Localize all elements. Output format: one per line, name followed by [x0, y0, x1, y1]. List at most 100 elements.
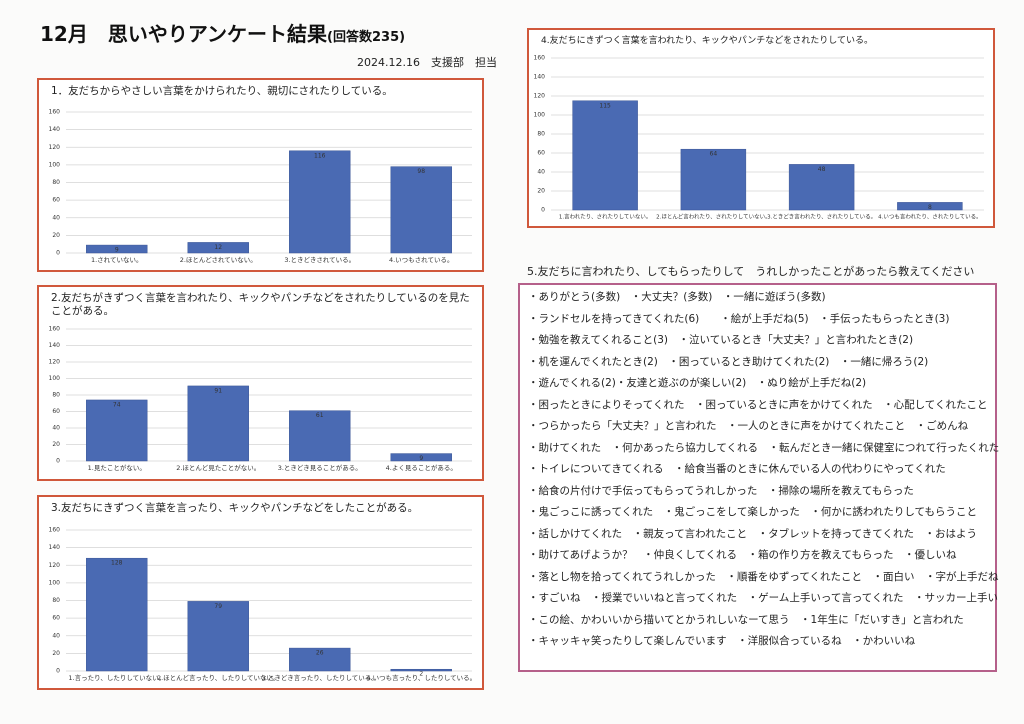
y-tick-label: 20 — [537, 188, 545, 195]
y-tick-label: 100 — [49, 161, 61, 168]
x-tick-label: 2.ほとんど言われたり、されたりしていない。 — [656, 213, 770, 221]
comment-line: ・ランドセルを持ってきてくれた(6) ・絵が上手だね(5) ・手伝ったもらったと… — [528, 312, 950, 325]
y-tick-label: 0 — [56, 250, 60, 257]
y-tick-label: 60 — [52, 197, 60, 204]
x-tick-label: 4.よく見ることがある。 — [386, 463, 457, 472]
comment-line: ・すごいね ・授業でいいねと言ってくれた ・ゲーム上手いって言ってくれた ・サッ… — [528, 592, 998, 604]
x-tick-label: 1.見たことがない。 — [88, 463, 146, 472]
x-tick-label: 2.ほとんど言ったり、したりしていない。 — [157, 673, 280, 682]
x-tick-label: 4.いつもされている。 — [389, 256, 454, 264]
y-tick-label: 40 — [537, 169, 545, 176]
comment-line: ・勉強を教えてくれること(3) ・泣いているとき「大丈夫？」と言われたとき(2) — [528, 334, 914, 346]
chart: 0 20 40 60 80 100 120 140 160 1.言ったり、したりしていない。 128… — [49, 527, 477, 683]
bar — [289, 150, 351, 254]
bar — [390, 166, 452, 254]
bar — [289, 410, 351, 462]
y-tick-label: 20 — [52, 650, 60, 657]
y-tick-label: 60 — [537, 150, 545, 157]
chart: 0 20 40 60 80 100 120 140 160 1.言われたり、されたりしていない。 1… — [534, 55, 984, 221]
y-tick-label: 100 — [534, 112, 546, 119]
bar — [86, 399, 148, 462]
date-line: 2024.12.16 支援部 担当 — [357, 56, 497, 69]
y-tick-label: 160 — [49, 527, 61, 534]
value-label: 61 — [316, 412, 324, 419]
comment-line: ・ありがとう(多数) ・大丈夫？(多数) ・一緒に遊ぼう(多数) — [528, 291, 826, 303]
value-label: 115 — [599, 102, 611, 109]
y-tick-label: 80 — [52, 179, 60, 186]
x-tick-label: 3.ときどきされている。 — [284, 256, 355, 264]
y-tick-label: 120 — [49, 144, 61, 151]
comments-box: ・ありがとう(多数) ・大丈夫？(多数) ・一緒に遊ぼう(多数) ・ランドセルを持… — [518, 283, 999, 672]
x-tick-label: 3.ときどき言われたり、されたりしている。 — [767, 213, 876, 221]
bar — [86, 557, 148, 672]
response-count: (回答数235) — [327, 30, 406, 45]
y-tick-label: 160 — [49, 109, 61, 116]
y-tick-label: 140 — [49, 342, 61, 349]
x-tick-label: 4.いつも言われたり、されたりしている。 — [878, 213, 982, 221]
y-tick-label: 40 — [52, 214, 60, 221]
chart-box: 4.友だちにきずつく言葉を言われたり、キックやパンチなどをされたりしている。 0 2… — [527, 28, 995, 228]
bar — [187, 385, 249, 462]
y-tick-label: 60 — [52, 408, 60, 415]
value-label: 2 — [419, 671, 423, 678]
y-tick-label: 100 — [49, 579, 61, 586]
value-label: 26 — [316, 650, 324, 657]
chart-title: 3.友だちにきずつく言葉を言ったり、キックやパンチなどをしたことがある。 — [51, 502, 419, 514]
x-tick-label: 3.ときどき言ったり、したりしている。 — [262, 673, 378, 682]
value-label: 48 — [818, 166, 826, 173]
y-tick-label: 80 — [52, 392, 60, 399]
y-tick-label: 60 — [52, 615, 60, 622]
y-tick-label: 80 — [52, 597, 60, 604]
chart-title: 1．友だちからやさしい言葉をかけられたり、親切にされたりしている。 — [51, 85, 393, 97]
y-tick-label: 80 — [537, 131, 545, 138]
chart-box: 2.友だちがきずつく言葉を言われたり、キックやパンチなどをされたりしているのを見… — [37, 285, 484, 481]
y-tick-label: 40 — [52, 425, 60, 432]
chart-title: 2.友だちがきずつく言葉を言われたり、キックやパンチなどをされたりしているのを見… — [51, 292, 470, 317]
y-tick-label: 120 — [49, 359, 61, 366]
bar — [187, 242, 249, 254]
chart-box: 3.友だちにきずつく言葉を言ったり、キックやパンチなどをしたことがある。 0 20 4… — [37, 495, 484, 690]
bar — [86, 244, 148, 254]
x-tick-label: 3.ときどき見ることがある。 — [278, 463, 362, 472]
comment-line: ・落とし物を拾ってくれてうれしかった ・順番をゆずってくれたこと ・面白い ・字… — [528, 570, 999, 583]
bar — [680, 148, 747, 211]
value-label: 91 — [214, 387, 222, 394]
value-label: 116 — [314, 152, 326, 159]
value-label: 12 — [214, 244, 222, 251]
comments-title: 5.友だちに言われたり、してもらったりして うれしかったことがあったら教えてくだ… — [527, 265, 975, 278]
bar — [788, 164, 855, 211]
y-tick-label: 20 — [52, 441, 60, 448]
x-tick-label: 1.言ったり、したりしていない。 — [68, 673, 165, 682]
bar — [897, 202, 963, 211]
bar — [289, 647, 351, 672]
chart: 0 20 40 60 80 100 120 140 160 1.されていない。 9 2.ほとんどされて… — [49, 109, 472, 264]
value-label: 74 — [113, 401, 121, 408]
comment-line: ・困ったときによりそってくれた ・困っているときに声をかけてくれた ・心配してく… — [528, 398, 988, 411]
comment-line: ・鬼ごっこに誘ってくれた ・鬼ごっこをして楽しかった ・何かに誘われたりしてもら… — [528, 506, 977, 518]
y-tick-label: 0 — [541, 207, 545, 214]
y-tick-label: 140 — [49, 126, 61, 133]
bar — [390, 668, 452, 672]
title-text: 12月 思いやりアンケート結果 — [40, 22, 328, 46]
y-tick-label: 0 — [56, 458, 60, 465]
y-tick-label: 140 — [49, 544, 61, 551]
bar — [187, 601, 249, 672]
value-label: 128 — [111, 560, 123, 567]
x-tick-label: 2.ほとんど見たことがない。 — [176, 463, 260, 472]
x-tick-label: 1.されていない。 — [91, 256, 143, 264]
comment-line: ・キャッキャ笑ったりして楽しんでいます ・洋服似合っているね ・かわいいね — [528, 635, 916, 647]
comment-line: ・助けてあげようか？ ・仲良くしてくれる ・箱の作り方を教えてもらった ・優しい… — [528, 549, 957, 561]
comment-line: ・給食の片付けで手伝ってもらってうれしかった ・掃除の場所を教えてもらった — [528, 484, 914, 497]
bar — [572, 100, 638, 211]
comment-line: ・この絵、かわいいから描いてとかうれしいなーて思う ・1年生に「だいすき」と言わ… — [528, 613, 964, 626]
y-tick-label: 100 — [49, 375, 61, 382]
page-title: 12月 思いやりアンケート結果(回答数235) — [40, 18, 405, 47]
value-label: 64 — [710, 151, 718, 158]
comment-line: ・つらかったら「大丈夫？」と言われた ・一人のときに声をかけてくれたこと ・ごめ… — [528, 420, 969, 432]
chart-title: 4.友だちにきずつく言葉を言われたり、キックやパンチなどをされたりしている。 — [541, 36, 873, 46]
x-tick-label: 4.いつも言ったり、したりしている。 — [366, 673, 476, 682]
comment-line: ・机を運んでくれたとき(2) ・困っているとき助けてくれた(2) ・一緒に帰ろう… — [528, 355, 929, 368]
chart: 0 20 40 60 80 100 120 140 160 1.見たことがない。 74 2.ほとんど見… — [49, 326, 472, 472]
value-label: 79 — [214, 603, 222, 610]
